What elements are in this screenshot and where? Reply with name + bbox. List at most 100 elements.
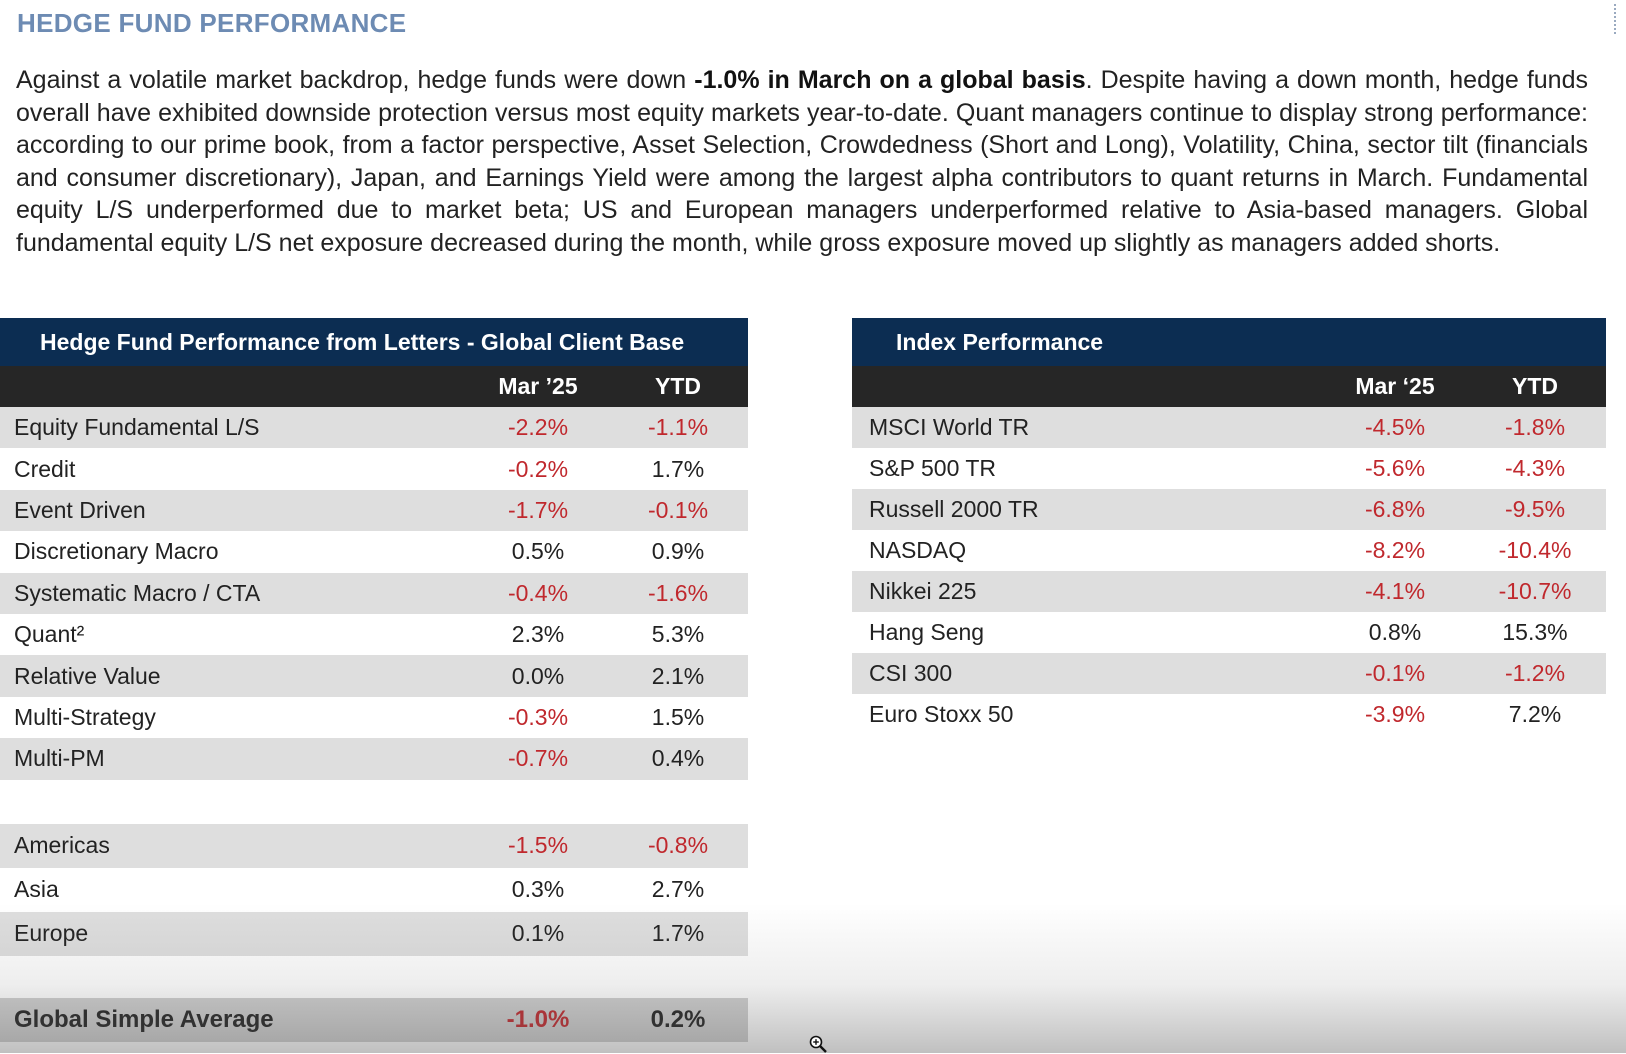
row-ytd-value: -9.5% xyxy=(1504,496,1566,522)
row-label: Euro Stoxx 50 xyxy=(869,701,1014,727)
row-ytd-value: -1.2% xyxy=(1504,660,1566,686)
row-label: Event Driven xyxy=(14,496,146,523)
intro-text-start: Against a volatile market backdrop, hedg… xyxy=(16,66,695,94)
row-mar-value: -2.2% xyxy=(507,414,569,441)
row-ytd-value: -10.7% xyxy=(1498,578,1572,604)
table-row: MSCI World TR -4.5% -1.8% xyxy=(852,407,1606,448)
row-mar-value: -1.7% xyxy=(507,496,569,523)
index-performance-table: Index Performance Mar ‘25 YTD MSCI World… xyxy=(852,318,1606,735)
hf-region-rows: Americas -1.5% -0.8% Asia 0.3% 2.7% Europe 0.1%… xyxy=(0,823,748,956)
hf-col-mar-header: Mar ’25 xyxy=(498,373,578,399)
row-label: Nikkei 225 xyxy=(869,578,977,604)
hedge-fund-performance-table: Hedge Fund Performance from Letters - Gl… xyxy=(0,318,748,1042)
hf-strategy-rows: Equity Fundamental L/S -2.2% -1.1% Credit -0… xyxy=(0,407,748,780)
summary-mar-value: -1.0% xyxy=(506,1005,570,1033)
table-row: Asia 0.3% 2.7% xyxy=(0,868,748,912)
row-ytd-value: -1.1% xyxy=(647,414,709,441)
row-mar-value: 0.3% xyxy=(511,876,565,903)
table-row: Europe 0.1% 1.7% xyxy=(0,911,748,956)
row-label: MSCI World TR xyxy=(869,414,1030,440)
row-ytd-value: -10.4% xyxy=(1498,537,1572,563)
table-gap xyxy=(0,780,748,824)
index-col-ytd-header: YTD xyxy=(1512,373,1558,399)
table-row: Quant² 2.3% 5.3% xyxy=(0,614,748,655)
row-mar-value: -4.5% xyxy=(1364,414,1426,440)
row-label: Russell 2000 TR xyxy=(869,496,1039,522)
row-mar-value: -0.3% xyxy=(507,703,569,730)
hf-col-ytd-header: YTD xyxy=(655,373,701,399)
row-label: Quant² xyxy=(14,621,85,648)
row-label: NASDAQ xyxy=(869,537,967,563)
row-ytd-value: 1.5% xyxy=(651,703,705,730)
row-mar-value: 2.3% xyxy=(511,621,565,648)
row-ytd-value: 7.2% xyxy=(1508,701,1562,727)
row-label: Americas xyxy=(14,832,110,859)
table-row: Systematic Macro / CTA -0.4% -1.6% xyxy=(0,572,748,614)
row-ytd-value: -1.8% xyxy=(1504,414,1566,440)
table-row: Multi-PM -0.7% 0.4% xyxy=(0,738,748,780)
row-label: Relative Value xyxy=(14,662,161,689)
row-mar-value: 0.0% xyxy=(511,662,565,689)
row-label: CSI 300 xyxy=(869,660,953,686)
row-label: S&P 500 TR xyxy=(869,455,997,481)
hf-table-header: Mar ’25 YTD xyxy=(0,366,748,407)
table-row: Relative Value 0.0% 2.1% xyxy=(0,655,748,697)
row-mar-value: -0.4% xyxy=(507,579,569,606)
zoom-in-cursor-icon xyxy=(809,1035,827,1053)
row-label: Credit xyxy=(14,455,76,482)
summary-label: Global Simple Average xyxy=(14,1005,274,1033)
table-row: Hang Seng 0.8% 15.3% xyxy=(852,612,1606,653)
row-mar-value: -0.2% xyxy=(507,455,569,482)
table-row: Nikkei 225 -4.1% -10.7% xyxy=(852,571,1606,612)
scroll-handle-icon[interactable] xyxy=(1614,4,1622,34)
row-label: Equity Fundamental L/S xyxy=(14,414,260,441)
row-ytd-value: 1.7% xyxy=(651,920,705,947)
row-label: Systematic Macro / CTA xyxy=(14,579,261,606)
hf-summary-row: Global Simple Average -1.0% 0.2% xyxy=(0,997,748,1042)
table-gap xyxy=(0,956,748,998)
intro-paragraph: Against a volatile market backdrop, hedg… xyxy=(16,64,1588,259)
row-label: Europe xyxy=(14,920,89,947)
table-row: Multi-Strategy -0.3% 1.5% xyxy=(0,697,748,738)
row-mar-value: 0.5% xyxy=(511,538,565,565)
row-ytd-value: -0.8% xyxy=(647,832,709,859)
row-ytd-value: 15.3% xyxy=(1502,619,1568,645)
hf-table-title: Hedge Fund Performance from Letters - Gl… xyxy=(0,318,748,366)
row-ytd-value: -1.6% xyxy=(647,579,709,606)
page-title: HEDGE FUND PERFORMANCE xyxy=(17,8,407,38)
row-mar-value: -0.1% xyxy=(1364,660,1426,686)
row-mar-value: 0.8% xyxy=(1368,619,1422,645)
row-mar-value: -8.2% xyxy=(1364,537,1426,563)
intro-text-highlight: -1.0% in March on a global basis xyxy=(694,66,1086,94)
row-label: Hang Seng xyxy=(869,619,985,645)
table-row: Americas -1.5% -0.8% xyxy=(0,823,748,868)
row-label: Discretionary Macro xyxy=(14,538,219,565)
index-rows: MSCI World TR -4.5% -1.8% S&P 500 TR -5.6% -4… xyxy=(852,407,1606,735)
table-row: CSI 300 -0.1% -1.2% xyxy=(852,653,1606,694)
table-row: NASDAQ -8.2% -10.4% xyxy=(852,530,1606,571)
index-table-header: Mar ‘25 YTD xyxy=(852,366,1606,407)
index-table-title: Index Performance xyxy=(852,318,1606,366)
table-row: Equity Fundamental L/S -2.2% -1.1% xyxy=(0,407,748,449)
row-label: Asia xyxy=(14,876,59,903)
row-ytd-value: 1.7% xyxy=(651,455,705,482)
table-row: Discretionary Macro 0.5% 0.9% xyxy=(0,531,748,572)
row-mar-value: -6.8% xyxy=(1364,496,1426,522)
row-mar-value: 0.1% xyxy=(511,920,565,947)
row-mar-value: -5.6% xyxy=(1364,455,1426,481)
row-mar-value: -4.1% xyxy=(1364,578,1426,604)
row-ytd-value: 0.9% xyxy=(651,538,705,565)
table-row: Russell 2000 TR -6.8% -9.5% xyxy=(852,489,1606,530)
table-row: Euro Stoxx 50 -3.9% 7.2% xyxy=(852,694,1606,735)
row-ytd-value: 2.7% xyxy=(651,876,705,903)
index-col-mar-header: Mar ‘25 xyxy=(1355,373,1435,399)
row-label: Multi-Strategy xyxy=(14,703,156,730)
row-ytd-value: 0.4% xyxy=(651,745,705,772)
row-ytd-value: 5.3% xyxy=(651,621,705,648)
table-row: Event Driven -1.7% -0.1% xyxy=(0,489,748,532)
row-ytd-value: -0.1% xyxy=(647,496,709,523)
row-ytd-value: -4.3% xyxy=(1504,455,1566,481)
row-label: Multi-PM xyxy=(14,745,105,772)
row-ytd-value: 2.1% xyxy=(651,662,705,689)
summary-ytd-value: 0.2% xyxy=(650,1005,706,1033)
